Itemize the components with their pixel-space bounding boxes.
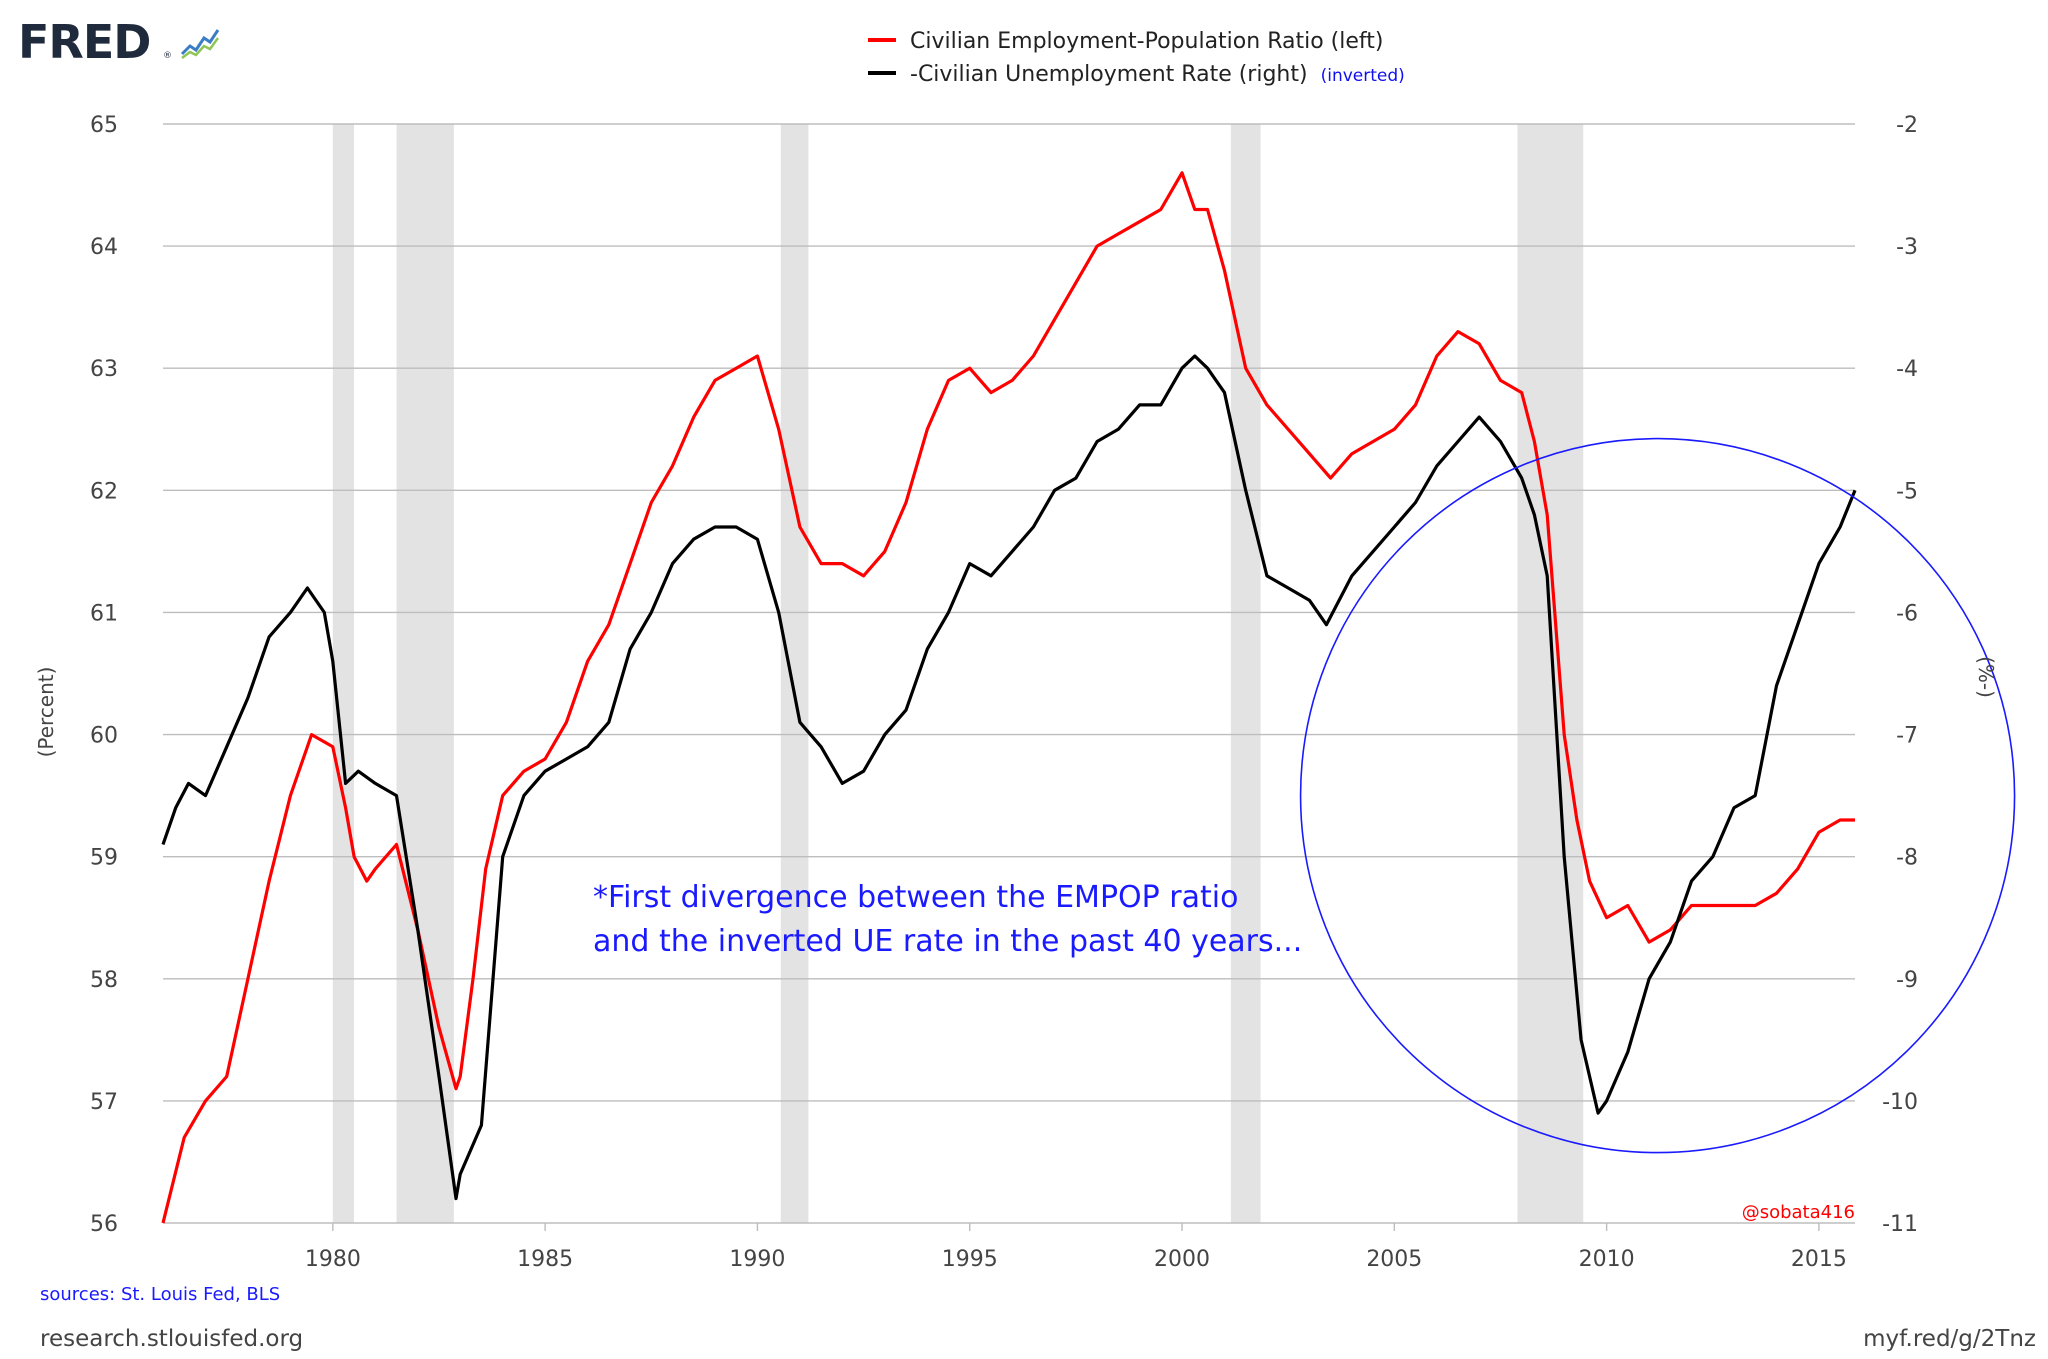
x-axis-ticks: 1980 1985 1990 1995 2000 2005 2010 2015: [305, 1223, 1847, 1272]
legend-label-unrate: -Civilian Unemployment Rate (right) (inv…: [910, 62, 1405, 87]
left-axis-tick-label: 60: [90, 724, 118, 749]
legend-label-empop: Civilian Employment-Population Ratio (le…: [910, 29, 1383, 54]
right-axis-tick-label: -9: [1896, 968, 1918, 993]
series-line-unrate: [161, 354, 1857, 1201]
legend-inverted-note: (inverted): [1321, 66, 1405, 86]
left-axis-tick-label: 56: [90, 1212, 118, 1237]
right-axis-tick-label: -3: [1896, 235, 1918, 260]
sources-note: sources: St. Louis Fed, BLS: [40, 1284, 280, 1305]
series-line-empop: [161, 171, 1855, 1224]
legend: Civilian Employment-Population Ratio (le…: [868, 29, 1405, 87]
x-axis-tick-label: 1980: [305, 1247, 361, 1272]
author-handle: @sobata416: [1742, 1202, 1855, 1223]
left-axis-tick-label: 59: [90, 846, 118, 871]
left-axis-ticks: 56 57 58 59 60 61 62 63 64 65: [90, 113, 118, 1237]
x-axis-tick-label: 2010: [1579, 1247, 1635, 1272]
x-axis-tick-label: 1990: [729, 1247, 785, 1272]
legend-label-unrate-text: -Civilian Unemployment Rate (right): [910, 62, 1308, 87]
recession-band: [1230, 124, 1261, 1223]
left-axis-tick-label: 64: [90, 235, 118, 260]
grid-lines: [163, 123, 1855, 1224]
annotation-line-2: and the inverted UE rate in the past 40 …: [593, 924, 1302, 959]
left-axis-title: (Percent): [34, 667, 58, 758]
fred-logo-text: FRED: [18, 15, 150, 69]
left-axis-tick-label: 58: [90, 968, 118, 993]
series-lines: [161, 171, 1857, 1224]
recession-band: [396, 124, 454, 1223]
right-axis-tick-label: -7: [1896, 724, 1918, 749]
right-axis-tick-label: -8: [1896, 846, 1918, 871]
x-axis-tick-label: 2000: [1154, 1247, 1210, 1272]
highlight-circle: [1299, 437, 2016, 1154]
right-axis-tick-label: -6: [1896, 601, 1918, 626]
left-axis-tick-label: 62: [90, 479, 118, 504]
site-url: research.stlouisfed.org: [40, 1326, 303, 1352]
fred-logo-registered-mark: ®: [163, 51, 172, 61]
x-axis-tick-label: 1985: [517, 1247, 573, 1272]
right-axis-tick-label: -11: [1882, 1212, 1918, 1237]
left-axis-tick-label: 61: [90, 601, 118, 626]
right-axis-tick-label: -10: [1882, 1090, 1918, 1115]
annotation-line-1: *First divergence between the EMPOP rati…: [593, 880, 1238, 915]
x-axis-tick-label: 2005: [1366, 1247, 1422, 1272]
fred-chart-icon: [180, 22, 220, 59]
right-axis-title: (%-): [1974, 656, 1998, 698]
left-axis-tick-label: 63: [90, 357, 118, 382]
right-axis-ticks: -11 -10 -9 -8 -7 -6 -5 -4 -3 -2: [1882, 113, 1918, 1237]
right-axis-tick-label: -5: [1896, 479, 1918, 504]
x-axis-tick-label: 1995: [942, 1247, 998, 1272]
recession-band: [332, 124, 355, 1223]
recession-bands: [332, 124, 1584, 1223]
recession-band: [780, 124, 809, 1223]
fred-logo: FRED ®: [18, 15, 220, 69]
right-axis-tick-label: -2: [1896, 113, 1918, 138]
x-axis-tick-label: 2015: [1791, 1247, 1847, 1272]
left-axis-tick-label: 65: [90, 113, 118, 138]
recession-band: [1517, 124, 1584, 1223]
left-axis-tick-label: 57: [90, 1090, 118, 1115]
short-url: myf.red/g/2Tnz: [1863, 1326, 2036, 1352]
right-axis-tick-label: -4: [1896, 357, 1918, 382]
